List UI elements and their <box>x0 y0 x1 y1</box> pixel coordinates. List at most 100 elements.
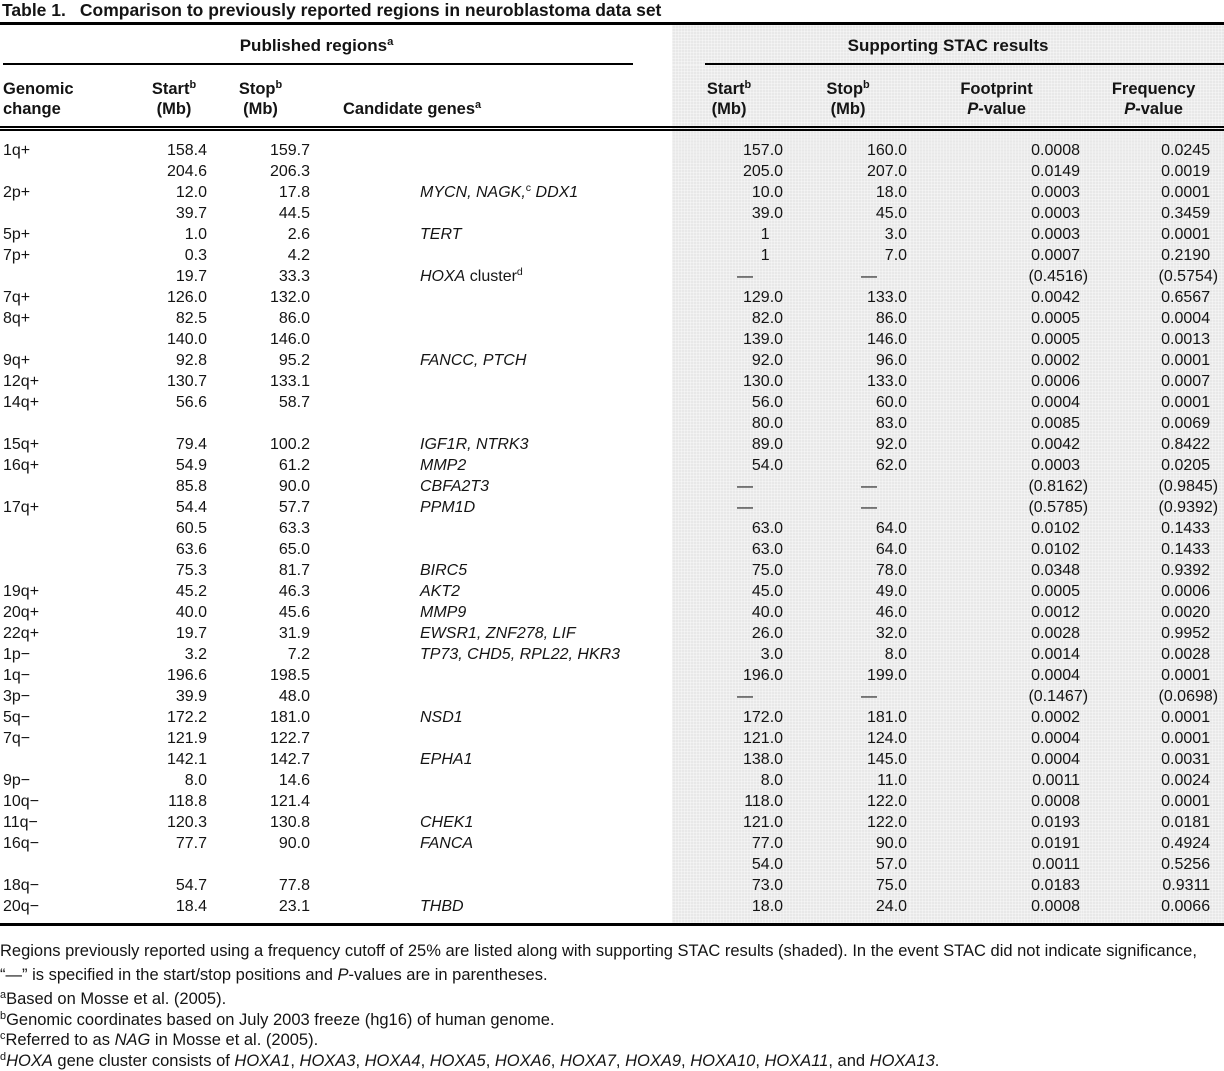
cell-ss: 73.0 <box>672 875 786 896</box>
footnote-c: cReferred to as NAG in Mosse et al. (200… <box>0 1030 1224 1051</box>
cell-ps: 40.0 <box>140 602 210 623</box>
cell-c: 7q− <box>0 728 140 749</box>
group-title-published: Published regionsa <box>0 25 633 63</box>
cell-g: MMP2 <box>313 455 672 476</box>
cell-pe: 77.8 <box>210 875 313 896</box>
cell-fq: (0.9845) <box>1083 476 1224 497</box>
cell-ss: 138.0 <box>672 749 786 770</box>
cell-fp: 0.0193 <box>910 812 1083 833</box>
cell-fq: 0.8422 <box>1083 434 1224 455</box>
cell-c: 15q+ <box>0 434 140 455</box>
cell-fq: 0.0001 <box>1083 665 1224 686</box>
cell-g: EWSR1, ZNF278, LIF <box>313 623 672 644</box>
cell-g: PPM1D <box>313 497 672 518</box>
table-caption: Table 1.Comparison to previously reporte… <box>0 0 1224 25</box>
cell-fp: 0.0191 <box>910 833 1083 854</box>
cell-se: 62.0 <box>786 455 910 476</box>
cell-ps: 204.6 <box>140 161 210 182</box>
cell-ss: 26.0 <box>672 623 786 644</box>
cell-ps: 142.1 <box>140 749 210 770</box>
cell-g <box>313 308 672 329</box>
cell-ps: 54.4 <box>140 497 210 518</box>
cell-fp: 0.0348 <box>910 560 1083 581</box>
cell-g <box>313 329 672 350</box>
cell-fq: (0.9392) <box>1083 497 1224 518</box>
cell-fq: 0.0028 <box>1083 644 1224 665</box>
cell-pe: 133.1 <box>210 371 313 392</box>
cell-c: 7q+ <box>0 287 140 308</box>
cell-fp: 0.0007 <box>910 245 1083 266</box>
cell-pe: 58.7 <box>210 392 313 413</box>
cell-ss: 45.0 <box>672 581 786 602</box>
cell-se: 83.0 <box>786 413 910 434</box>
cell-c <box>0 518 140 539</box>
cell-fp: 0.0183 <box>910 875 1083 896</box>
cell-g: IGF1R, NTRK3 <box>313 434 672 455</box>
cell-c: 11q− <box>0 812 140 833</box>
cell-ss: 89.0 <box>672 434 786 455</box>
cell-ps: 77.7 <box>140 833 210 854</box>
general-note: Regions previously reported using a freq… <box>0 939 1224 987</box>
cell-se: 160.0 <box>786 129 910 162</box>
group-title-stac: Supporting STAC results <box>672 25 1224 63</box>
cell-se: — <box>786 266 910 287</box>
cell-ss: 172.0 <box>672 707 786 728</box>
cell-c: 20q− <box>0 896 140 925</box>
col-header-published-start: Startb(Mb) <box>140 65 210 129</box>
cell-fp: 0.0003 <box>910 224 1083 245</box>
cell-fp: 0.0003 <box>910 203 1083 224</box>
cell-fq: 0.0013 <box>1083 329 1224 350</box>
cell-ss: — <box>672 476 786 497</box>
cell-g: FANCC, PTCH <box>313 350 672 371</box>
cell-fp: 0.0042 <box>910 287 1083 308</box>
table-number: Table 1. <box>2 0 66 20</box>
cell-pe: 81.7 <box>210 560 313 581</box>
cell-g <box>313 161 672 182</box>
cell-fq: 0.0245 <box>1083 129 1224 162</box>
cell-pe: 57.7 <box>210 497 313 518</box>
cell-fp: 0.0004 <box>910 665 1083 686</box>
cell-c: 9p− <box>0 770 140 791</box>
cell-c <box>0 539 140 560</box>
cell-se: 64.0 <box>786 539 910 560</box>
cell-ps: 75.3 <box>140 560 210 581</box>
cell-pe: 86.0 <box>210 308 313 329</box>
cell-fp: 0.0008 <box>910 129 1083 162</box>
cell-se: — <box>786 497 910 518</box>
cell-fp: 0.0003 <box>910 455 1083 476</box>
cell-ps: 19.7 <box>140 623 210 644</box>
cell-fq: 0.0004 <box>1083 308 1224 329</box>
cell-pe: 45.6 <box>210 602 313 623</box>
cell-ps: 63.6 <box>140 539 210 560</box>
cell-c: 16q+ <box>0 455 140 476</box>
cell-c: 19q+ <box>0 581 140 602</box>
cell-c: 16q− <box>0 833 140 854</box>
cell-ps: 172.2 <box>140 707 210 728</box>
cell-c <box>0 413 140 434</box>
cell-se: 207.0 <box>786 161 910 182</box>
cell-se: 78.0 <box>786 560 910 581</box>
cell-ss: 205.0 <box>672 161 786 182</box>
cell-ps: 18.4 <box>140 896 210 925</box>
cell-pe: 14.6 <box>210 770 313 791</box>
cell-pe: 65.0 <box>210 539 313 560</box>
cell-c <box>0 749 140 770</box>
cell-ss: 75.0 <box>672 560 786 581</box>
cell-pe <box>210 413 313 434</box>
cell-c: 5p+ <box>0 224 140 245</box>
cell-c: 1q− <box>0 665 140 686</box>
